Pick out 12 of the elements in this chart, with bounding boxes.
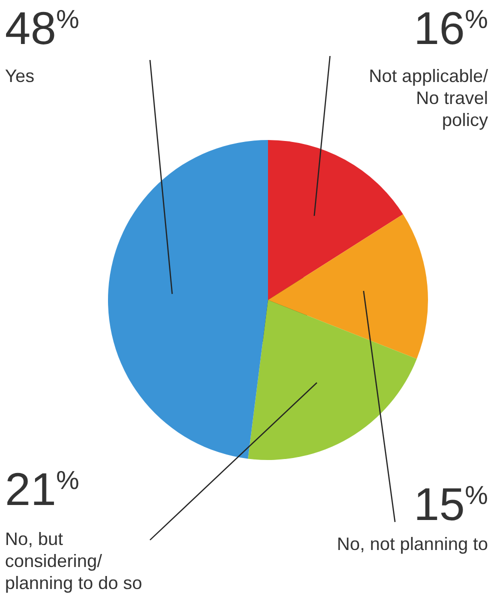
data-label: 48$^{%}$ bbox=[5, 2, 80, 54]
slice-label: Not applicable/ No travel policy bbox=[368, 66, 488, 130]
slice-label: No, but considering/ planning to do so bbox=[5, 529, 142, 593]
data-label: 16$^{%}$ bbox=[414, 2, 488, 54]
slice-label: Yes bbox=[5, 66, 34, 86]
pie-slice bbox=[108, 140, 268, 459]
data-label: 21$^{%}$ bbox=[5, 463, 80, 515]
slice-label: No, not planning to bbox=[336, 534, 488, 554]
pie-slice bbox=[268, 140, 404, 300]
pie-slice bbox=[248, 300, 417, 460]
data-label: 15$^{%}$ bbox=[414, 478, 488, 530]
pie-slice bbox=[268, 214, 428, 359]
